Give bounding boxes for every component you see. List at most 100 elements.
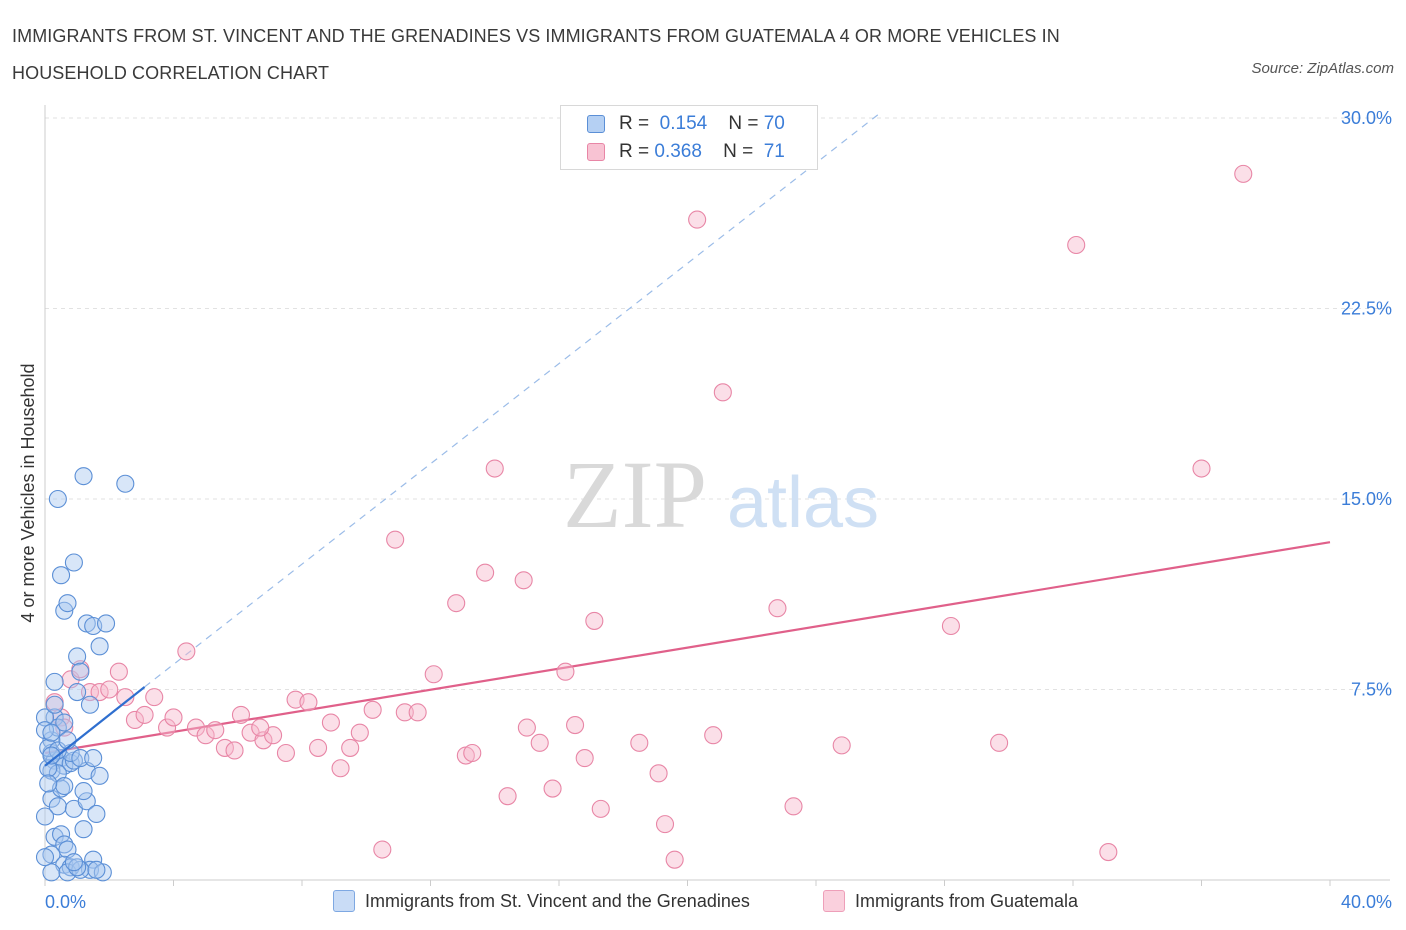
guatemala-point [485,459,504,478]
guatemala-point [556,662,575,681]
st-vincent-point [74,467,93,486]
guatemala-point [80,682,100,702]
legend-n-value: 70 [763,113,785,134]
watermark-zip: ZIP [563,441,707,548]
guatemala-point [158,718,177,737]
guatemala-point [1067,235,1086,255]
st-vincent-point [90,766,109,785]
chart-title: IMMIGRANTS FROM ST. VINCENT AND THE GREN… [12,26,1060,83]
guatemala-point [768,599,787,618]
guatemala-point [543,779,562,798]
guatemala-point [517,718,536,737]
y-tick-label: 30.0% [1341,108,1392,128]
guatemala-point [109,662,128,681]
st-vincent-point [55,835,74,854]
guatemala-points [45,164,1253,869]
st-vincent-point [55,776,74,796]
st-vincent-point [71,749,90,768]
guatemala-point [784,797,803,816]
st-vincent-point [45,672,64,691]
guatemala-point [665,850,684,869]
st-vincent-point [64,853,83,872]
watermark: ZIP atlas [563,441,879,548]
st-vincent-point [35,848,55,867]
st-vincent-point [42,746,61,765]
st-vincent-point [87,804,106,824]
guatemala-point [386,530,405,549]
st-vincent-point [35,807,55,826]
series-legend-label: Immigrants from Guatemala [855,890,1079,911]
guatemala-point [135,705,154,724]
y-tick-label: 22.5% [1341,299,1392,319]
st-vincent-point [55,713,74,732]
axes [44,105,1390,886]
correlation-legend: R = 0.154 N = 70 R = 0.368 N = 71 [560,105,818,170]
st-vincent-point [58,731,77,750]
st-vincent-point [74,820,93,839]
guatemala-point [1099,843,1118,862]
legend-swatch-pink [587,143,605,161]
st-vincent-point [87,860,106,879]
guatemala-point [1192,459,1211,478]
st-vincent-point [68,682,87,702]
st-vincent-point [64,553,83,572]
guatemala-trend-line [44,541,1331,755]
guatemala-point [832,736,851,755]
st-vincent-point [52,566,71,585]
guatemala-point [566,716,585,735]
st-vincent-point [58,594,77,613]
legend-n-label: N = [728,113,759,134]
st-vincent-point [48,489,67,509]
series-legend-guatemala: Immigrants from Guatemala [823,890,1078,912]
guatemala-point [299,693,318,712]
st-vincent-point [84,850,103,869]
st-vincent-point [90,637,109,656]
guatemala-point [225,741,244,760]
st-vincent-trend-extension [144,112,881,688]
st-vincent-point [80,695,100,714]
st-vincent-point [42,723,61,742]
st-vincent-point [96,614,116,633]
st-vincent-point [71,662,90,681]
guatemala-point [251,718,270,737]
guatemala-point [395,703,414,722]
guatemala-point [321,713,340,732]
guatemala-point [231,705,251,724]
guatemala-point [514,571,533,590]
legend-r-label: R = [619,113,650,134]
legend-r-value: 0.154 [659,113,708,134]
st-vincent-point [52,825,71,844]
guatemala-point [1234,164,1253,183]
guatemala-point [408,703,427,722]
guatemala-point [363,700,382,719]
st-vincent-point [42,863,61,882]
st-vincent-point [68,647,87,666]
legend-row-st-vincent: R = 0.154 N = 70 [587,112,785,136]
tick-labels: 7.5% 15.0% 22.5% 30.0% 0.0% 40.0% [45,108,1392,912]
guatemala-point [373,840,392,859]
guatemala-point [630,733,649,752]
legend-r-value: 0.368 [654,141,702,162]
trend-lines [44,112,1331,755]
x-tick-label-max: 40.0% [1341,892,1392,912]
st-vincent-points [35,467,146,882]
guatemala-point [655,815,675,834]
st-vincent-point [71,860,90,879]
legend-n-value: 71 [763,141,785,162]
guatemala-point [575,749,594,768]
guatemala-point [704,726,723,745]
guatemala-point [145,688,164,707]
y-axis-label: 4 or more Vehicles in Household [18,363,38,622]
guatemala-point [331,759,350,778]
series-legend-label: Immigrants from St. Vincent and the Gren… [365,890,750,911]
st-vincent-point [84,749,103,768]
guatemala-point [196,726,215,745]
st-vincent-point [74,782,93,801]
st-vincent-point [61,754,80,773]
source-credit: Source: ZipAtlas.com [1251,60,1394,77]
guatemala-point [713,383,732,402]
x-tick-label-min: 0.0% [45,892,86,912]
legend-swatch-blue [587,115,605,133]
series-swatch-blue [333,890,355,912]
grid-lines [45,117,1390,690]
